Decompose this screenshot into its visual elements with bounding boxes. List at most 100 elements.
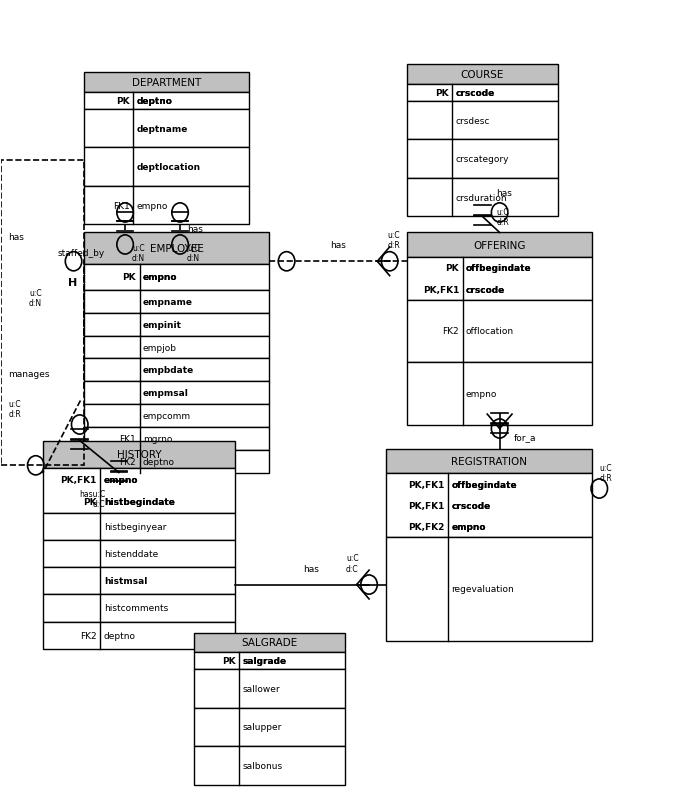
Text: crsdesc: crsdesc (455, 116, 490, 125)
Text: u:C
d:C: u:C d:C (346, 553, 359, 573)
Text: PK,FK1: PK,FK1 (408, 480, 444, 489)
Text: H: H (68, 277, 77, 288)
Bar (407, 233, 593, 258)
Bar (84, 187, 249, 225)
Text: empname: empname (143, 298, 193, 306)
Text: FK2: FK2 (80, 630, 97, 640)
Text: for_a: for_a (513, 432, 536, 441)
Text: PK,FK1: PK,FK1 (61, 475, 97, 484)
Text: crscategory: crscategory (455, 155, 509, 164)
Text: histenddate: histenddate (104, 549, 158, 559)
Text: EMPLOYEE: EMPLOYEE (150, 244, 204, 253)
Text: crscode: crscode (451, 501, 491, 510)
Text: hasu:C
d:C: hasu:C d:C (79, 489, 105, 508)
Bar (386, 537, 593, 641)
Text: empmsal: empmsal (143, 389, 189, 398)
Bar (43, 622, 235, 649)
Text: u:C
d:R: u:C d:R (8, 399, 21, 419)
Bar (407, 140, 558, 179)
Text: offbegindate: offbegindate (466, 264, 531, 273)
Bar (386, 449, 593, 474)
Text: offlocation: offlocation (466, 327, 514, 336)
Text: has: has (496, 188, 512, 198)
Bar (84, 382, 269, 404)
Text: has: has (331, 241, 346, 250)
Text: histcomments: histcomments (104, 604, 168, 613)
Text: deptno: deptno (137, 97, 172, 106)
Text: deptno: deptno (143, 457, 175, 466)
Text: crscode: crscode (466, 286, 505, 294)
Text: PK: PK (83, 498, 97, 507)
Text: sallower: sallower (243, 684, 280, 693)
Text: HISTORY: HISTORY (117, 449, 161, 460)
Bar (84, 359, 269, 382)
Bar (194, 669, 345, 707)
Text: REGISTRATION: REGISTRATION (451, 456, 527, 467)
Text: deptname: deptname (137, 124, 188, 133)
Text: crscode: crscode (466, 286, 505, 294)
Text: salupper: salupper (243, 723, 282, 731)
Bar (43, 514, 235, 541)
Text: crscode: crscode (455, 89, 495, 98)
Text: mgrno: mgrno (143, 434, 172, 444)
Bar (84, 427, 269, 450)
Bar (407, 179, 558, 217)
Text: SALGRADE: SALGRADE (241, 638, 297, 648)
Text: u:C
d:R: u:C d:R (600, 464, 612, 483)
Bar (43, 568, 235, 595)
Text: has: has (303, 564, 319, 573)
Text: empno: empno (137, 201, 168, 210)
Text: salgrade: salgrade (243, 656, 287, 666)
Bar (84, 290, 269, 314)
Text: PK,FK1: PK,FK1 (423, 286, 459, 294)
Text: PK: PK (222, 656, 236, 666)
Text: empinit: empinit (143, 320, 182, 330)
Text: empno: empno (104, 475, 138, 484)
Text: PK: PK (117, 97, 130, 106)
Text: manages: manages (8, 370, 50, 379)
Bar (43, 541, 235, 568)
Bar (194, 633, 345, 653)
Bar (84, 314, 269, 336)
Text: FK1: FK1 (119, 434, 136, 444)
Bar (84, 148, 249, 187)
Text: COURSE: COURSE (461, 71, 504, 80)
Bar (84, 450, 269, 473)
Bar (43, 595, 235, 622)
Text: crscode: crscode (455, 89, 495, 98)
Text: has: has (8, 233, 24, 241)
Bar (84, 110, 249, 148)
Bar (84, 265, 269, 290)
Bar (84, 404, 269, 427)
Text: u:C
d:N: u:C d:N (187, 244, 200, 263)
Text: empno: empno (143, 273, 177, 282)
Text: PK: PK (435, 89, 448, 98)
Text: PK: PK (446, 264, 459, 273)
Text: empbdate: empbdate (143, 366, 194, 375)
Bar (84, 233, 269, 265)
Bar (194, 707, 345, 746)
Text: empno: empno (466, 389, 497, 399)
Text: crscode: crscode (451, 501, 491, 510)
Text: empno: empno (451, 522, 486, 531)
Bar (84, 336, 269, 359)
Text: has: has (187, 225, 203, 233)
Text: offbegindate: offbegindate (451, 480, 517, 489)
Text: salbonus: salbonus (243, 761, 283, 770)
Text: DEPARTMENT: DEPARTMENT (132, 78, 201, 88)
Bar (194, 746, 345, 784)
Bar (407, 102, 558, 140)
Text: histbegindate: histbegindate (104, 498, 175, 507)
Text: u:C
d:R: u:C d:R (496, 208, 509, 227)
Bar (407, 363, 593, 425)
Bar (1, 161, 84, 465)
Text: u:C
d:N: u:C d:N (29, 288, 42, 308)
Text: empcomm: empcomm (143, 411, 191, 420)
Text: offbegindate: offbegindate (466, 264, 531, 273)
Text: staffed_by: staffed_by (57, 249, 104, 257)
Text: empno: empno (451, 522, 486, 531)
Text: u:C
d:R: u:C d:R (387, 230, 400, 250)
Text: deptno: deptno (104, 630, 136, 640)
Bar (84, 73, 249, 93)
Text: salgrade: salgrade (243, 656, 287, 666)
